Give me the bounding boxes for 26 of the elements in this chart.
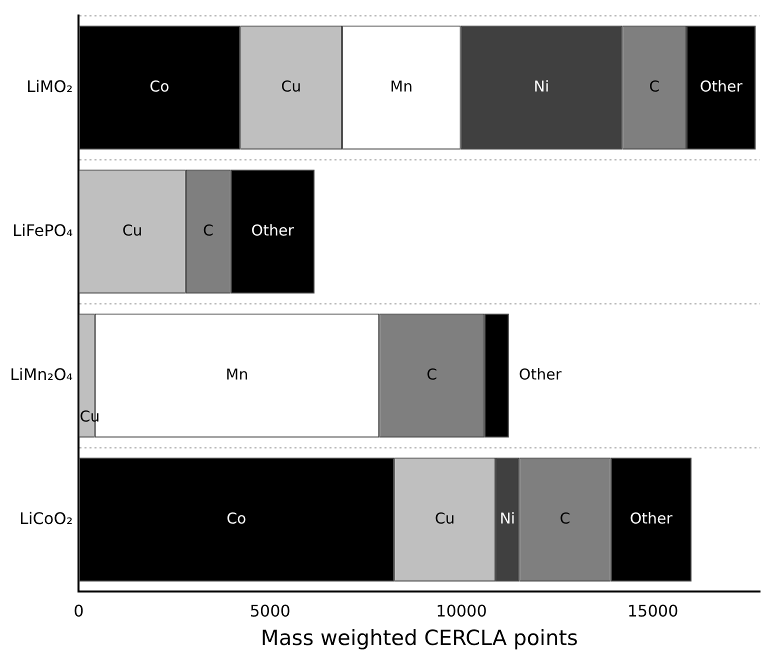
- series-label: Mn: [390, 77, 413, 96]
- series-label: C: [203, 221, 214, 240]
- x-tick-label: 10000: [436, 601, 487, 620]
- text: C: [426, 365, 438, 384]
- series-label: Ni: [500, 509, 516, 528]
- x-tick-label: 15000: [627, 601, 678, 620]
- x-tick-label: 0: [74, 601, 84, 620]
- text: C: [649, 77, 660, 96]
- text: Co: [226, 509, 246, 528]
- text: Other: [630, 509, 672, 528]
- x-tick-label: 5000: [250, 601, 290, 620]
- text: Mn: [226, 365, 248, 384]
- y-tick-label: LiCoO₂: [19, 508, 73, 528]
- x-axis-title: Mass weighted CERCLA points: [260, 626, 578, 650]
- y-tick-label: LiFePO₄: [12, 220, 73, 240]
- text: Cu: [122, 221, 142, 240]
- y-tick-label: LiMn₂O₄: [10, 364, 73, 384]
- series-label: Other: [518, 365, 562, 384]
- text: Other: [251, 221, 294, 240]
- y-tick-label: LiMO₂: [26, 76, 73, 96]
- series-label: Co: [150, 77, 170, 96]
- text: Other: [700, 77, 742, 96]
- text: Ni: [534, 77, 550, 96]
- text: Cu: [434, 509, 455, 528]
- text: C: [560, 509, 570, 528]
- text: Cu: [281, 77, 302, 96]
